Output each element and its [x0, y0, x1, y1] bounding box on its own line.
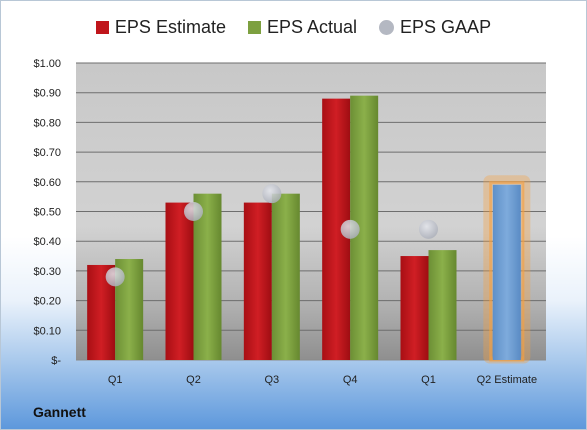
legend-label-eps-gaap: EPS GAAP: [400, 17, 492, 37]
legend-label-eps-estimate: EPS Estimate: [114, 17, 226, 37]
y-tick-label: $0.90: [33, 88, 61, 100]
legend-item-eps-estimate: EPS Estimate: [95, 17, 226, 38]
x-axis: Q1 Q2 Q3 Q4 Q1 Q2 Estimate: [108, 374, 537, 386]
y-tick-label: $0.10: [33, 325, 61, 337]
y-tick-label: $0.50: [33, 207, 61, 219]
y-tick-label: $0.70: [33, 147, 61, 159]
y-tick-label: $0.80: [33, 117, 61, 129]
bar-eps-estimate: [400, 256, 429, 360]
point-eps-gaap: [105, 267, 125, 287]
x-tick-label: Q1: [108, 374, 123, 386]
y-tick-label: $-: [51, 355, 61, 367]
legend-swatch-eps-gaap: [379, 20, 395, 35]
bar-eps-estimate: [243, 202, 272, 360]
bar-eps-estimate: [165, 202, 194, 360]
bar-group: [87, 95, 531, 364]
y-tick-label: $0.30: [33, 266, 61, 278]
x-tick-label: Q4: [343, 374, 358, 386]
y-axis: $- $0.10 $0.20 $0.30 $0.40 $0.50 $0.60 $0.70 $0.…: [33, 58, 61, 367]
x-tick-label: Q2 Estimate: [477, 374, 538, 386]
y-tick-label: $0.20: [33, 296, 61, 308]
gridlines: [76, 62, 546, 361]
y-tick-label: $0.60: [33, 177, 61, 189]
point-eps-gaap: [340, 219, 360, 239]
point-eps-gaap: [184, 202, 203, 221]
y-tick-label: $1.00: [33, 58, 61, 70]
bar-eps-actual: [193, 193, 222, 360]
bar-eps-actual: [271, 193, 300, 360]
legend-swatch-eps-estimate: [95, 21, 109, 34]
y-tick-label: $0.40: [33, 236, 61, 248]
bar-forecast: [492, 184, 521, 360]
legend-item-eps-gaap: EPS GAAP: [379, 17, 491, 38]
x-tick-label: Q1: [421, 374, 436, 386]
legend-label-eps-actual: EPS Actual: [266, 17, 358, 37]
bar-eps-actual: [428, 250, 457, 360]
chart-legend: EPS Estimate EPS Actual EPS GAAP: [1, 17, 586, 38]
point-eps-gaap: [262, 184, 282, 204]
gaap-points: [105, 184, 438, 287]
company-name: Gannett: [33, 404, 86, 420]
x-tick-label: Q2: [186, 374, 201, 386]
x-tick-label: Q3: [264, 374, 279, 386]
legend-swatch-eps-actual: [247, 21, 261, 34]
legend-item-eps-actual: EPS Actual: [247, 17, 358, 38]
point-eps-gaap: [419, 219, 438, 239]
